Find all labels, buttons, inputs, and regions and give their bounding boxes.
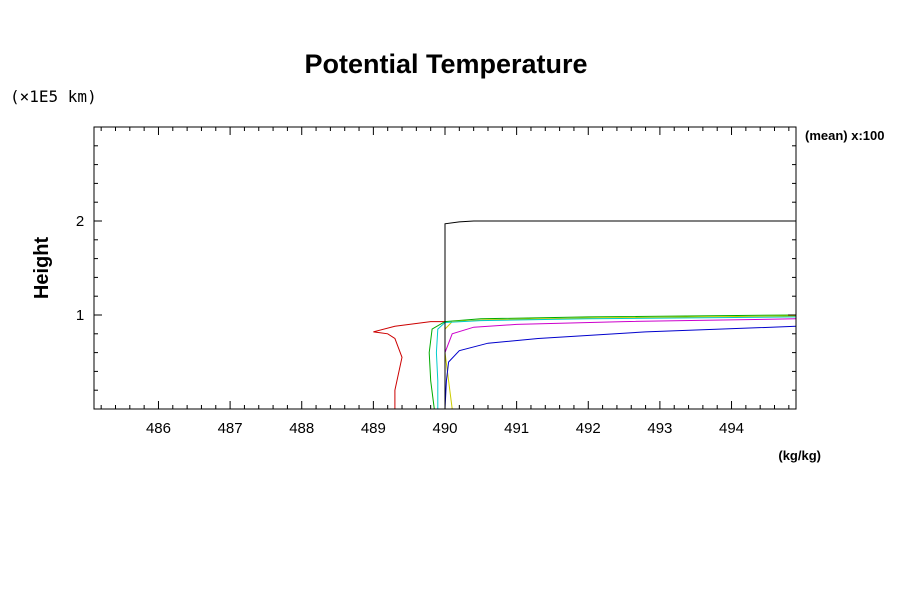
- chart-title: Potential Temperature: [304, 49, 587, 79]
- y-tick-label: 1: [76, 307, 84, 324]
- y-tick-labels: 12: [76, 213, 84, 324]
- plot-frame: [93, 126, 797, 410]
- axis-ticks: [94, 127, 796, 409]
- contour-line-2: [428, 314, 797, 410]
- main-profile-line: [444, 220, 796, 409]
- x-tick-label: 491: [504, 420, 529, 437]
- y-axis-label: Height: [31, 237, 53, 300]
- contour-curves: [373, 220, 797, 410]
- contour-line-6: [444, 325, 797, 410]
- contour-line-3: [444, 315, 797, 410]
- x-tick-label: 489: [361, 420, 386, 437]
- x-tick-label: 492: [576, 420, 601, 437]
- x-tick-label: 488: [289, 420, 314, 437]
- x-tick-label: 487: [218, 420, 243, 437]
- y-tick-label: 2: [76, 213, 84, 230]
- y-axis-unit: (×1E5 km): [10, 87, 97, 106]
- mean-annotation: (mean) x:100: [805, 128, 884, 143]
- contour-line-4: [435, 316, 797, 409]
- x-tick-label: 490: [432, 420, 457, 437]
- contour-line-5: [444, 318, 797, 409]
- x-tick-label: 494: [719, 420, 744, 437]
- x-tick-labels: 486 487 488 489 490 491 492 493 494: [146, 420, 744, 437]
- x-tick-label: 493: [647, 420, 672, 437]
- x-axis-unit: (kg/kg): [778, 448, 821, 463]
- contour-line-1: [373, 321, 445, 409]
- x-tick-label: 486: [146, 420, 171, 437]
